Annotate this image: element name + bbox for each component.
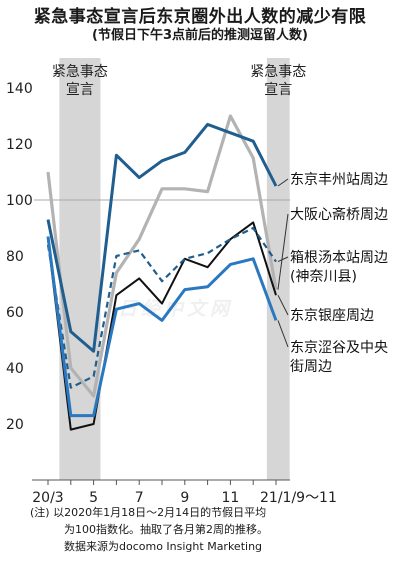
shaded-region-label: 宣言 bbox=[264, 82, 292, 98]
legend-label: 东京银座周边 bbox=[290, 308, 374, 324]
legend-leader bbox=[277, 178, 289, 187]
chart-note: (注) 以2020年1月18日～2月14日的节假日平均 为100指数化。抽取了各… bbox=[30, 504, 268, 555]
legend-label: 街周边 bbox=[290, 359, 332, 375]
chart-labels: 紧急事态宣言 紧急事态宣言 bbox=[52, 64, 306, 98]
legend-label: (神奈川县) bbox=[290, 269, 357, 285]
y-tick-label: 100 bbox=[6, 193, 33, 209]
y-tick-label: 60 bbox=[6, 305, 24, 321]
y-tick-label: 120 bbox=[6, 137, 33, 153]
chart-title: 紧急事态宣言后东京圈外出人数的减少有限 bbox=[33, 7, 367, 27]
legend-leader bbox=[277, 256, 289, 263]
note-line-text: 为100指数化。抽取了各月第2周的推移。 bbox=[64, 523, 268, 536]
note-prefix: (注) bbox=[30, 506, 50, 519]
series-line bbox=[47, 221, 277, 431]
legend-label: 东京涩谷及中央 bbox=[290, 340, 388, 356]
x-tick-label: 11 bbox=[221, 490, 239, 506]
x-tick-label: 9 bbox=[180, 490, 189, 506]
note-line-text: 以2020年1月18日～2月14日的节假日平均 bbox=[53, 506, 267, 519]
note-line-text: 数据来源为docomo Insight Marketing bbox=[64, 540, 263, 553]
shaded-region-label: 紧急事态 bbox=[52, 64, 108, 80]
legend-leader bbox=[277, 320, 289, 348]
shaded-region bbox=[266, 58, 290, 480]
y-tick-label: 140 bbox=[6, 81, 33, 97]
legend-leader bbox=[277, 213, 289, 290]
x-tick-label: 5 bbox=[89, 490, 98, 506]
note-line: 数据来源为docomo Insight Marketing bbox=[30, 538, 268, 555]
chart-subtitle: (节假日下午3点前后的推测逗留人数) bbox=[92, 28, 308, 43]
watermark: 日经中文网 bbox=[118, 298, 234, 320]
y-tick-label: 80 bbox=[6, 249, 24, 265]
legend-label: 箱根汤本站周边 bbox=[290, 250, 388, 266]
shaded-region-label: 宣言 bbox=[66, 82, 94, 98]
series-lines bbox=[46, 114, 278, 431]
legend-label: 大阪心斋桥周边 bbox=[290, 206, 388, 223]
x-tick-label: 21/1/9～11 bbox=[260, 490, 337, 506]
axes: 20 40 60 80 100 120 140 20/3 5 7 9 11 21/1/9～11 bbox=[6, 81, 337, 506]
legend-leader bbox=[277, 294, 289, 316]
series-line bbox=[46, 114, 278, 398]
legend-label: 东京丰州站周边 bbox=[290, 172, 388, 188]
series-line bbox=[46, 236, 278, 418]
note-line: 为100指数化。抽取了各月第2周的推移。 bbox=[30, 521, 268, 538]
x-tick-label: 20/3 bbox=[32, 490, 63, 506]
x-tick-label: 7 bbox=[135, 490, 144, 506]
shaded-region-label: 紧急事态 bbox=[250, 64, 306, 80]
note-line: (注) 以2020年1月18日～2月14日的节假日平均 bbox=[30, 504, 268, 521]
series-line bbox=[46, 226, 277, 389]
y-tick-label: 20 bbox=[6, 417, 24, 433]
y-tick-label: 40 bbox=[6, 361, 24, 377]
series-line bbox=[46, 122, 278, 353]
